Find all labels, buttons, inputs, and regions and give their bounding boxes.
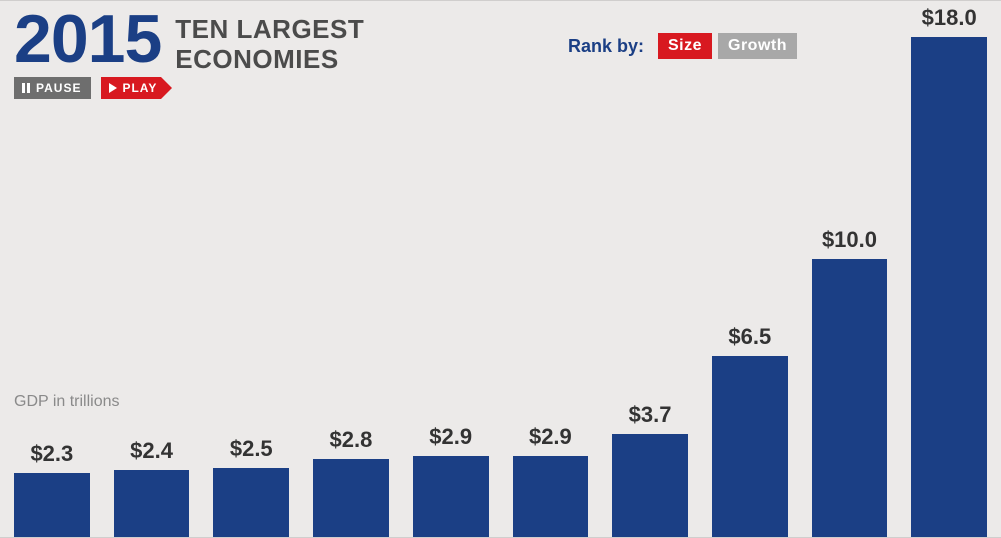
bar-value-label: $2.3: [30, 441, 73, 467]
bar-value-label: $2.9: [529, 424, 572, 450]
bar-column: $2.8: [313, 427, 389, 537]
bar-column: $2.9: [513, 424, 589, 537]
bar-column: $6.5: [712, 324, 788, 537]
bar-rect: [114, 470, 190, 537]
bar-chart: $2.3$2.4$2.5$2.8$2.9$2.9$3.7$6.5$10.0$18…: [14, 37, 987, 537]
bar-value-label: $10.0: [822, 227, 877, 253]
bar-column: $10.0: [812, 227, 888, 537]
bar-value-label: $6.5: [728, 324, 771, 350]
bar-rect: [14, 473, 90, 537]
bar-rect: [413, 456, 489, 537]
bar-value-label: $2.5: [230, 436, 273, 462]
bar-rect: [712, 356, 788, 537]
bar-column: $3.7: [612, 402, 688, 537]
bar-column: $2.5: [213, 436, 289, 538]
bar-rect: [513, 456, 589, 537]
bar-rect: [812, 259, 888, 537]
bar-rect: [313, 459, 389, 537]
bar-rect: [911, 37, 987, 537]
bar-value-label: $2.4: [130, 438, 173, 464]
bar-value-label: $18.0: [922, 5, 977, 31]
bar-rect: [213, 468, 289, 538]
bar-column: $2.9: [413, 424, 489, 537]
bar-column: $18.0: [911, 5, 987, 537]
bar-value-label: $2.8: [330, 427, 373, 453]
bar-value-label: $2.9: [429, 424, 472, 450]
bar-value-label: $3.7: [629, 402, 672, 428]
bar-rect: [612, 434, 688, 537]
bar-column: $2.4: [114, 438, 190, 537]
bar-column: $2.3: [14, 441, 90, 537]
